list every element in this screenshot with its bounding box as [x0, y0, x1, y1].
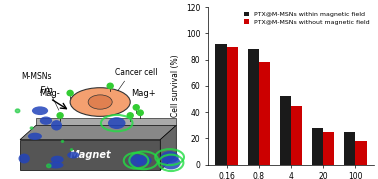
Circle shape: [133, 105, 139, 110]
Bar: [215, 44, 227, 165]
Ellipse shape: [19, 154, 30, 163]
Bar: [227, 47, 238, 165]
Bar: [355, 141, 367, 165]
Circle shape: [15, 109, 20, 113]
Ellipse shape: [161, 156, 181, 170]
Circle shape: [137, 110, 143, 115]
Y-axis label: Cell survival (%): Cell survival (%): [171, 55, 180, 117]
Bar: [312, 128, 323, 165]
Ellipse shape: [51, 120, 62, 130]
Ellipse shape: [136, 155, 152, 166]
Bar: [323, 132, 335, 165]
Text: M-MSNs: M-MSNs: [21, 72, 51, 81]
Polygon shape: [20, 125, 176, 140]
Ellipse shape: [28, 133, 42, 140]
Legend: PTX@M-MSNs within magnetic field, PTX@M-MSNs without magnetic field: PTX@M-MSNs within magnetic field, PTX@M-…: [243, 10, 371, 26]
Circle shape: [70, 149, 73, 150]
Polygon shape: [20, 140, 160, 170]
Bar: [259, 62, 270, 165]
Circle shape: [30, 127, 33, 129]
Bar: [248, 49, 259, 165]
Circle shape: [62, 141, 64, 142]
Text: Cancer cell: Cancer cell: [115, 68, 158, 77]
Circle shape: [127, 113, 133, 118]
Ellipse shape: [32, 106, 48, 115]
Ellipse shape: [128, 154, 144, 167]
Bar: [291, 106, 302, 165]
Text: Fm: Fm: [40, 86, 54, 95]
Ellipse shape: [40, 117, 52, 125]
Ellipse shape: [160, 151, 179, 163]
Text: Magnet: Magnet: [69, 150, 111, 160]
Circle shape: [46, 164, 51, 168]
Ellipse shape: [48, 162, 64, 168]
Ellipse shape: [88, 95, 112, 109]
Ellipse shape: [70, 88, 130, 116]
Polygon shape: [160, 125, 176, 170]
Circle shape: [67, 90, 73, 96]
Circle shape: [107, 83, 113, 89]
Bar: [280, 96, 291, 165]
Ellipse shape: [51, 156, 64, 163]
Circle shape: [57, 113, 63, 118]
Bar: [344, 132, 355, 165]
Text: Mag-: Mag-: [39, 90, 59, 98]
Polygon shape: [36, 118, 176, 125]
Text: Mag+: Mag+: [131, 90, 156, 98]
Ellipse shape: [67, 152, 79, 159]
Ellipse shape: [108, 117, 125, 129]
